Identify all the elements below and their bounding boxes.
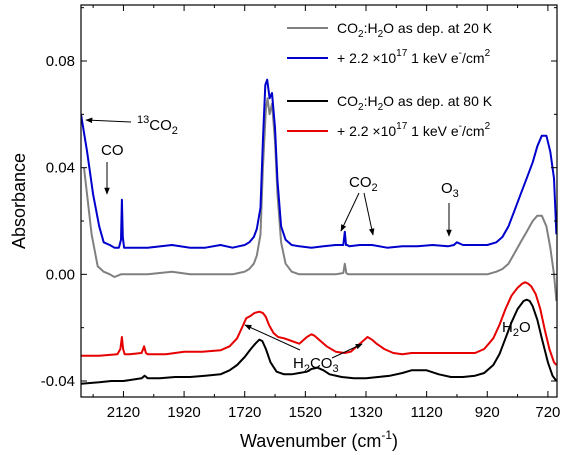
x-tick-label: 1920 — [167, 404, 200, 421]
y-tick-label: -0.04 — [41, 373, 75, 390]
axis-ticks: 2120 1920 1720 1520 1320 1120 920 720 -0.04 0.00 0… — [41, 5, 560, 421]
series-layer — [81, 78, 557, 385]
y-tick-label: 0.08 — [46, 53, 75, 70]
y-tick-label: 0.00 — [46, 266, 75, 283]
co13-arrow — [85, 117, 132, 124]
co13-label: 13CO2 — [137, 114, 178, 137]
series-20k-gray-line — [83, 97, 557, 302]
o3-label: O3 — [441, 180, 459, 200]
h2co3-label: H2CO3 — [293, 355, 339, 375]
x-tick-label: 1120 — [410, 404, 442, 421]
x-axis-title-superscript: -1 — [381, 428, 392, 442]
x-tick-label: 1720 — [228, 404, 261, 421]
x-tick-label: 1320 — [349, 404, 382, 421]
co2-arrow-right — [363, 192, 375, 236]
plot-frame — [80, 4, 558, 398]
legend-label-20k-irradiated: + 2.2 ×1017 1 keV e-/cm2 — [337, 48, 491, 66]
legend-label-20k: CO2:H2O as dep. at 20 K — [337, 20, 493, 40]
legend-label-80k: CO2:H2O as dep. at 80 K — [337, 93, 493, 113]
x-axis-title: Wavenumber (cm-1) — [240, 428, 398, 451]
annotations: 13CO2 CO CO2 O3 H2CO3 H2O — [85, 114, 531, 375]
co2-arrow-left — [340, 192, 360, 232]
x-tick-label: 920 — [475, 404, 500, 421]
y-tick-label: 0.04 — [46, 160, 75, 177]
h2o-label: H2O — [502, 319, 531, 339]
h2co3-arrow-right — [331, 343, 363, 359]
legend: CO2:H2O as dep. at 20 K + 2.2 ×1017 1 ke… — [287, 20, 493, 139]
co2-label: CO2 — [349, 174, 378, 194]
series-80k-black-line — [81, 298, 557, 385]
series-80k-irradiated-red-line — [81, 281, 557, 366]
y-axis-title: Absorbance — [9, 153, 29, 249]
legend-label-80k-irradiated: + 2.2 ×1017 1 keV e-/cm2 — [337, 121, 491, 139]
co-label: CO — [101, 142, 124, 159]
x-tick-label: 1520 — [289, 404, 322, 421]
h2co3-arrow-left — [244, 324, 301, 351]
x-tick-label: 2120 — [107, 404, 140, 421]
series-20k-irradiated-blue-line — [81, 78, 557, 249]
x-tick-label: 720 — [535, 404, 560, 421]
